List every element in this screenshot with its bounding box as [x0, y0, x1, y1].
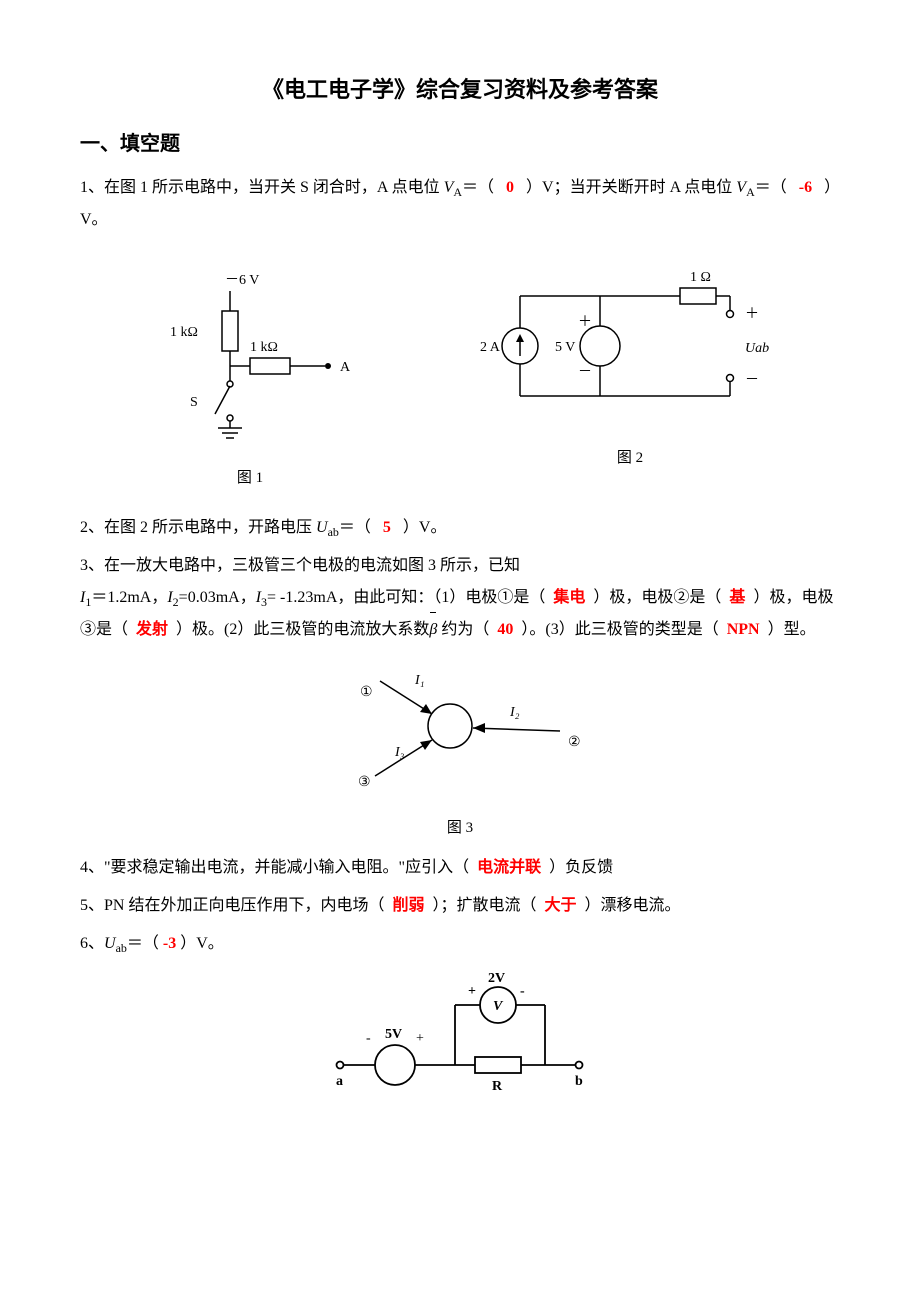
q1-answer-1: 0 [506, 179, 514, 196]
q3-ans4: 40 [497, 621, 513, 638]
q1-eq1: ＝（ [462, 179, 494, 196]
figure-6-svg: a - + 5V V + - 2V R b [310, 970, 610, 1100]
q6-answer: -3 [163, 935, 176, 952]
fig3-n3: ③ [358, 775, 371, 790]
figure-6-block: a - + 5V V + - 2V R b [80, 970, 840, 1111]
q6-prefix: 6、 [80, 935, 104, 952]
question-5: 5、PN 结在外加正向电压作用下，内电场（ 削弱 ）；扩散电流（ 大于 ）漂移电… [80, 890, 840, 922]
fig1-neg6v: －6 V [225, 273, 259, 288]
q3-l2d: ）极，电极②是（ [593, 589, 721, 606]
q1-var2: V [736, 179, 746, 196]
figure-2-svg: 2 A ＋ － 5 V 1 Ω ＋ － Uab [470, 266, 790, 426]
fig6-b: b [575, 1074, 583, 1089]
q5-prefix: 5、PN 结在外加正向电压作用下，内电场（ [80, 897, 384, 914]
q3-ans1: 集电 [553, 589, 585, 606]
fig6-5v: 5V [385, 1027, 402, 1042]
q3-l2g: 约为（ [437, 621, 489, 638]
q6-eq: ＝（ [127, 935, 159, 952]
fig3-I3: I₃ [394, 745, 405, 760]
question-3: 3、在一放大电路中，三极管三个电极的电流如图 3 所示，已知 I1＝1.2mA，… [80, 550, 840, 646]
q2-sub: ab [328, 525, 339, 539]
q6-suffix: ）V。 [180, 935, 224, 952]
q1-var1: V [444, 179, 454, 196]
q2-var: U [316, 519, 328, 536]
q3-ans3: 发射 [136, 621, 168, 638]
fig2-cs: 2 A [480, 340, 501, 355]
q5-answer-1: 削弱 [392, 897, 424, 914]
fig1-r1: 1 kΩ [170, 325, 198, 340]
fig6-R: R [492, 1079, 503, 1094]
q3-I3v: = -1.23mA，由此可知：（1）电极①是（ [267, 589, 545, 606]
fig1-r2: 1 kΩ [250, 340, 278, 355]
figure-3-block: I₁ ① I₂ ② I₃ ③ 图 3 [80, 656, 840, 842]
q3-I1v: ＝1.2mA， [91, 589, 167, 606]
q1-sub1: A [453, 185, 462, 199]
fig1-A: A [340, 360, 351, 375]
question-4: 4、"要求稳定输出电流，并能减小输入电阻。"应引入（ 电流并联 ）负反馈 [80, 852, 840, 884]
q4-answer: 电流并联 [477, 859, 541, 876]
q1-sub2: A [746, 185, 755, 199]
question-6: 6、Uab＝（ -3 ）V。 [80, 928, 840, 960]
q1-answer-2: -6 [799, 179, 812, 196]
q3-l2f: ）极。(2）此三极管的电流放大系数 [176, 621, 429, 638]
q1-eq2: ＝（ [755, 179, 787, 196]
fig3-n2: ② [568, 735, 581, 750]
q3-I2v: =0.03mA， [179, 589, 256, 606]
q1-prefix: 1、在图 1 所示电路中，当开关 S 闭合时，A 点电位 [80, 179, 444, 196]
fig2-plus: ＋ [745, 307, 759, 322]
q3-ans5: NPN [727, 621, 760, 638]
fig2-uab: Uab [745, 341, 769, 356]
figure-1-block: －6 V 1 kΩ 1 kΩ A S 图 1 [130, 266, 370, 492]
q3-beta: β [429, 614, 437, 646]
q2-answer: 5 [383, 519, 391, 536]
q2-prefix: 2、在图 2 所示电路中，开路电压 [80, 519, 316, 536]
fig2-vsminus: － [578, 365, 592, 380]
q6-var: U [104, 935, 116, 952]
q5-suffix: ）漂移电流。 [585, 897, 681, 914]
fig6-plus: + [416, 1031, 424, 1046]
q6-sub: ab [116, 941, 127, 955]
q5-answer-2: 大于 [545, 897, 577, 914]
q2-suffix: ）V。 [403, 519, 447, 536]
fig3-I2: I₂ [509, 705, 520, 720]
figure-3-caption: 图 3 [80, 815, 840, 842]
fig3-n1: ① [360, 685, 373, 700]
fig3-I1: I₁ [414, 673, 425, 688]
fig2-r: 1 Ω [690, 270, 711, 285]
figure-1-caption: 图 1 [130, 465, 370, 492]
figure-row-1: －6 V 1 kΩ 1 kΩ A S 图 1 [80, 266, 840, 492]
page-title: 《电工电子学》综合复习资料及参考答案 [80, 70, 840, 110]
q3-line1: 3、在一放大电路中，三极管三个电极的电流如图 3 所示，已知 [80, 550, 840, 582]
fig6-vmplus: + [468, 984, 476, 999]
fig6-vmminus: - [520, 984, 525, 999]
section-header-1: 一、填空题 [80, 126, 840, 162]
fig6-a: a [336, 1074, 343, 1089]
q2-eq: ＝（ [339, 519, 371, 536]
q3-l2i: ）型。 [768, 621, 816, 638]
q4-suffix: ）负反馈 [549, 859, 613, 876]
fig2-minus: － [745, 373, 759, 388]
question-1: 1、在图 1 所示电路中，当开关 S 闭合时，A 点电位 VA＝（ 0 ）V；当… [80, 172, 840, 236]
figure-2-block: 2 A ＋ － 5 V 1 Ω ＋ － Uab [470, 266, 790, 472]
fig6-minus: - [366, 1031, 371, 1046]
q5-mid: ）；扩散电流（ [432, 897, 536, 914]
fig2-vsplus: ＋ [578, 315, 592, 330]
figure-1-svg: －6 V 1 kΩ 1 kΩ A S [130, 266, 370, 446]
figure-3-svg: I₁ ① I₂ ② I₃ ③ [320, 656, 600, 796]
q3-ans2: 基 [729, 589, 745, 606]
fig2-vs: 5 V [555, 340, 575, 355]
question-2: 2、在图 2 所示电路中，开路电压 Uab＝（ 5 ）V。 [80, 512, 840, 544]
fig6-2v: 2V [488, 971, 505, 986]
fig1-S: S [190, 395, 198, 410]
q3-l2h: ）。(3）此三极管的类型是（ [521, 621, 718, 638]
q1-mid: ）V；当开关断开时 A 点电位 [526, 179, 736, 196]
q4-prefix: 4、"要求稳定输出电流，并能减小输入电阻。"应引入（ [80, 859, 469, 876]
figure-2-caption: 图 2 [470, 445, 790, 472]
